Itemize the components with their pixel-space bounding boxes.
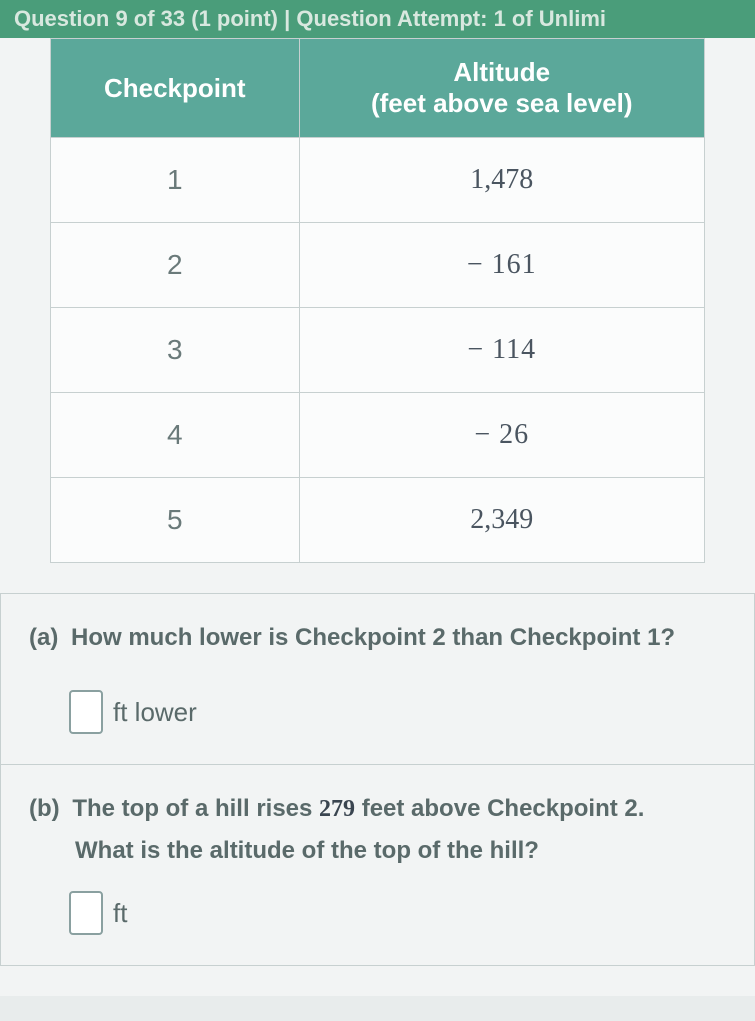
altitude-header-line1: Altitude [310,57,694,88]
table-row: 3 − 114 [51,308,705,393]
checkpoint-cell: 3 [51,308,300,393]
answer-a-unit: ft lower [113,697,197,728]
table-row: 4 − 26 [51,393,705,478]
answer-a-line: ft lower [29,690,726,734]
altitude-cell: − 26 [299,393,704,478]
col-header-altitude: Altitude (feet above sea level) [299,39,704,138]
col-header-checkpoint: Checkpoint [51,39,300,138]
altitude-header-line2: (feet above sea level) [310,88,694,119]
answer-a-input[interactable] [69,690,103,734]
checkpoint-cell: 1 [51,138,300,223]
question-a-label: (a) [29,624,58,651]
question-b-line1a: The top of a hill rises [72,795,319,822]
checkpoint-cell: 5 [51,478,300,563]
checkpoint-cell: 4 [51,393,300,478]
question-header-bar: Question 9 of 33 (1 point) | Question At… [0,0,755,38]
altitude-cell: − 161 [299,223,704,308]
answer-b-unit: ft [113,898,127,929]
content-area: Checkpoint Altitude (feet above sea leve… [0,38,755,996]
table-row: 1 1,478 [51,138,705,223]
question-a: (a) How much lower is Checkpoint 2 than … [0,594,755,765]
questions-block: (a) How much lower is Checkpoint 2 than … [0,593,755,966]
question-b-line2: What is the altitude of the top of the h… [75,837,539,864]
table-container: Checkpoint Altitude (feet above sea leve… [0,38,755,593]
altitude-table: Checkpoint Altitude (feet above sea leve… [50,38,705,563]
question-header-text: Question 9 of 33 (1 point) | Question At… [14,6,606,31]
answer-b-line: ft [29,891,726,935]
altitude-cell: 2,349 [299,478,704,563]
question-b-label: (b) [29,795,60,822]
table-row: 5 2,349 [51,478,705,563]
altitude-cell: − 114 [299,308,704,393]
table-row: 2 − 161 [51,223,705,308]
question-b-number: 279 [319,796,355,822]
answer-b-input[interactable] [69,891,103,935]
question-b-line1b: feet above Checkpoint 2. [355,795,644,822]
altitude-cell: 1,478 [299,138,704,223]
checkpoint-cell: 2 [51,223,300,308]
question-b: (b) The top of a hill rises 279 feet abo… [0,765,755,966]
question-a-text: How much lower is Checkpoint 2 than Chec… [71,624,675,651]
